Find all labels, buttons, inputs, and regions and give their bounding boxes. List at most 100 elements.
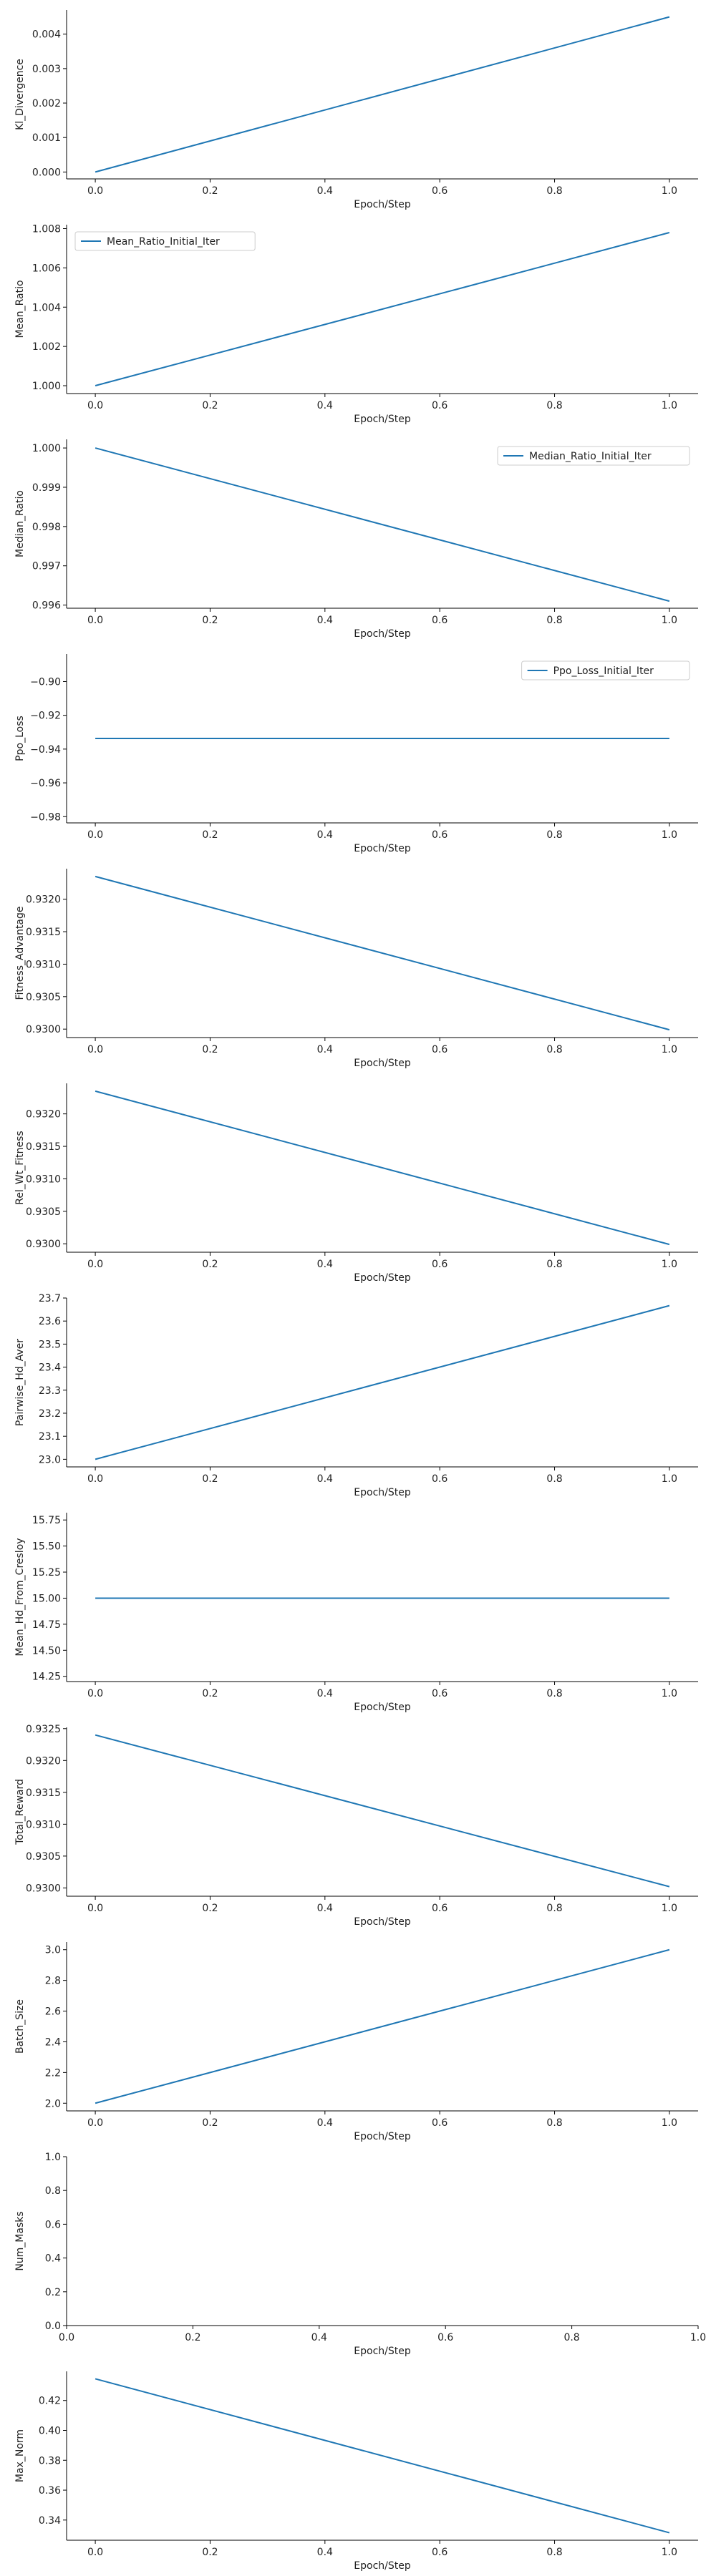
- y-tick-label: 0.9300: [26, 1883, 61, 1894]
- x-tick-label: 0.0: [87, 1903, 103, 1914]
- x-tick-label: 0.8: [546, 615, 562, 626]
- x-tick-label: 0.4: [317, 2117, 333, 2129]
- y-tick-label: 2.8: [45, 1976, 61, 1987]
- chart-9: 0.0 0.2 0.4 0.6 0.8 1.0 0.9300 0.9305 0.9310 0.93…: [14, 1724, 698, 1928]
- y-tick-label: 0.9320: [26, 894, 61, 906]
- series-line: [95, 1090, 670, 1246]
- y-tick-label: 14.50: [32, 1645, 61, 1657]
- y-tick-label: 0.9305: [26, 992, 61, 1003]
- chart-2: 0.0 0.2 0.4 0.6 0.8 1.0 1.000 1.002 1.004 1.006 1.…: [14, 223, 698, 425]
- x-tick-label: 0.2: [185, 2332, 200, 2343]
- y-tick-label: 0.9320: [26, 1755, 61, 1767]
- y-axis-label: Pairwise_Hd_Aver: [14, 1339, 26, 1426]
- series-line: [95, 1734, 670, 1888]
- x-tick-label: 0.4: [317, 400, 333, 411]
- x-tick-label: 0.8: [546, 2547, 562, 2558]
- y-tick-label: 0.0: [45, 2321, 61, 2332]
- x-axis-label: Epoch/Step: [354, 2346, 411, 2357]
- y-tick-label: 23.5: [39, 1339, 61, 1350]
- y-tick-label: −0.98: [30, 811, 61, 823]
- y-tick-label: 15.00: [32, 1593, 61, 1604]
- x-tick-label: 1.0: [662, 2547, 677, 2558]
- y-tick-label: 1.000: [32, 443, 61, 454]
- y-tick-label: −0.90: [30, 676, 61, 688]
- chart-4: 0.0 0.2 0.4 0.6 0.8 1.0 −0.98 −0.96 −0.94 −0.92 −0…: [14, 654, 698, 854]
- x-tick-label: 1.0: [690, 2332, 706, 2343]
- y-tick-label: 14.25: [32, 1672, 61, 1683]
- x-tick-label: 0.6: [432, 1688, 448, 1699]
- x-tick-label: 0.4: [317, 829, 333, 841]
- legend: Ppo_Loss_Initial_Iter: [521, 660, 690, 680]
- y-tick-label: −0.94: [30, 744, 61, 756]
- y-tick-label: 0.9305: [26, 1206, 61, 1218]
- y-tick-label: 0.004: [32, 29, 61, 41]
- x-tick-label: 1.0: [662, 185, 677, 197]
- x-tick-label: 0.0: [87, 185, 103, 197]
- y-axis-label: Mean_Hd_From_Cresloy: [14, 1538, 26, 1656]
- x-tick-label: 0.2: [202, 400, 218, 411]
- x-tick-label: 1.0: [662, 829, 677, 841]
- y-tick-label: 23.3: [39, 1385, 61, 1397]
- y-axis-label: Num_Masks: [14, 2211, 26, 2270]
- chart-11: 0.0 0.2 0.4 0.6 0.8 1.0 0.0 0.2 0.4 0.6 0.8 1.0 Epoc…: [14, 2152, 706, 2357]
- x-tick-label: 0.2: [202, 615, 218, 626]
- x-tick-label: 0.2: [202, 1473, 218, 1485]
- x-tick-label: 0.8: [546, 400, 562, 411]
- x-axis-label: Epoch/Step: [354, 2560, 411, 2572]
- series-line: [95, 232, 670, 386]
- x-tick-label: 0.6: [432, 2117, 448, 2129]
- y-axis-label: Fitness_Advantage: [14, 906, 26, 1000]
- x-tick-label: 0.2: [202, 1044, 218, 1055]
- x-tick-label: 0.4: [317, 615, 333, 626]
- x-tick-label: 0.4: [317, 1688, 333, 1699]
- chart-10: 0.0 0.2 0.4 0.6 0.8 1.0 2.0 2.2 2.4 2.6 2.8 3.0 Epoc…: [14, 1942, 698, 2142]
- x-tick-label: 1.0: [662, 2117, 677, 2129]
- y-tick-label: 0.9315: [26, 927, 61, 938]
- y-tick-label: 0.998: [32, 522, 61, 533]
- x-tick-label: 0.2: [202, 1903, 218, 1914]
- y-tick-label: 14.75: [32, 1619, 61, 1631]
- x-axis-label: Epoch/Step: [354, 1272, 411, 1284]
- x-tick-label: 0.4: [317, 185, 333, 197]
- x-tick-label: 1.0: [662, 1473, 677, 1485]
- y-axis-label: Total_Reward: [14, 1779, 26, 1845]
- chart-12: 0.0 0.2 0.4 0.6 0.8 1.0 0.34 0.36 0.38 0.40 0.42 Ep…: [14, 2371, 698, 2572]
- x-tick-label: 1.0: [662, 1688, 677, 1699]
- x-tick-label: 0.6: [432, 615, 448, 626]
- y-tick-label: 0.9320: [26, 1109, 61, 1121]
- x-tick-label: 0.6: [432, 400, 448, 411]
- x-tick-label: 0.6: [432, 2547, 448, 2558]
- y-tick-label: 23.7: [39, 1293, 61, 1304]
- x-tick-label: 0.4: [311, 2332, 327, 2343]
- y-axis-label: Ppo_Loss: [14, 716, 26, 761]
- x-tick-label: 0.8: [546, 185, 562, 197]
- x-axis-label: Epoch/Step: [354, 199, 411, 210]
- x-tick-label: 0.2: [202, 1688, 218, 1699]
- legend-label: Median_Ratio_Initial_Iter: [529, 451, 652, 462]
- legend-label: Ppo_Loss_Initial_Iter: [553, 665, 654, 677]
- x-axis-label: Epoch/Step: [354, 1916, 411, 1928]
- x-tick-label: 0.8: [546, 1044, 562, 1055]
- x-tick-label: 0.4: [317, 1473, 333, 1485]
- y-tick-label: 23.2: [39, 1408, 61, 1420]
- chart-1: 0.0 0.2 0.4 0.6 0.8 1.0 0.000 0.001 0.002 0.003 0.…: [14, 10, 698, 210]
- x-tick-label: 0.0: [87, 1044, 103, 1055]
- series-line: [95, 447, 670, 602]
- y-tick-label: 0.9310: [26, 959, 61, 970]
- legend-label: Mean_Ratio_Initial_Iter: [107, 236, 220, 248]
- y-tick-label: 1.002: [32, 341, 61, 353]
- x-tick-label: 0.0: [87, 2547, 103, 2558]
- x-tick-label: 0.8: [546, 1688, 562, 1699]
- y-axis-label: Batch_Size: [14, 1999, 26, 2054]
- y-axis-label: Kl_Divergence: [14, 59, 26, 130]
- x-tick-label: 0.8: [546, 1903, 562, 1914]
- x-tick-label: 0.4: [317, 1259, 333, 1270]
- x-axis-label: Epoch/Step: [354, 414, 411, 425]
- y-tick-label: 0.4: [45, 2253, 61, 2265]
- y-tick-label: 0.999: [32, 482, 61, 494]
- y-tick-label: 0.9310: [26, 1174, 61, 1185]
- x-tick-label: 0.0: [87, 400, 103, 411]
- series-line: [95, 1948, 670, 2104]
- y-tick-label: 1.006: [32, 263, 61, 274]
